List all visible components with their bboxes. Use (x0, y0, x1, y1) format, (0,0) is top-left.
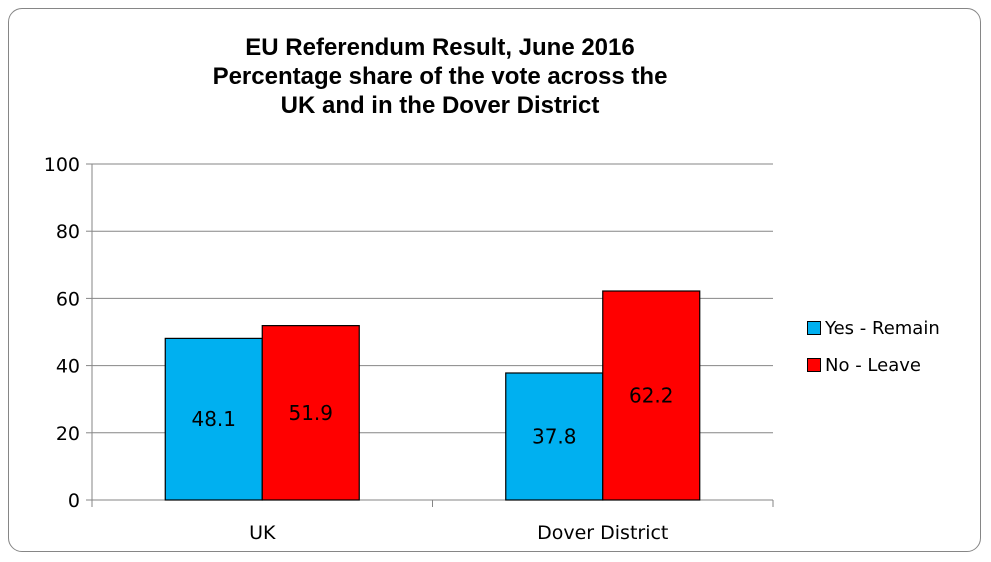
legend-swatch-leave (807, 358, 821, 372)
bar (505, 372, 604, 501)
chart-title-line-2: Percentage share of the vote across the (212, 63, 668, 90)
legend-item-leave: No - Leave (807, 354, 940, 376)
y-tick-label: 60 (56, 288, 80, 310)
x-tick-label: Dover District (537, 522, 668, 544)
legend-item-remain: Yes - Remain (807, 317, 940, 339)
legend-label-leave: No - Leave (825, 354, 921, 376)
y-tick-label: 100 (44, 154, 80, 176)
data-label: 62.2 (629, 384, 674, 408)
bar (261, 325, 360, 501)
data-label: 48.1 (191, 407, 236, 431)
chart-title-line-3: UK and in the Dover District (280, 92, 600, 119)
y-tick-label: 20 (56, 423, 80, 445)
y-tick-label: 80 (56, 221, 80, 243)
legend-swatch-remain (807, 321, 821, 335)
y-tick-label: 0 (68, 490, 80, 512)
y-tick-label: 40 (56, 356, 80, 378)
bar (164, 337, 263, 501)
data-label: 37.8 (532, 424, 577, 448)
chart-title-line-1: EU Referendum Result, June 2016 (245, 34, 635, 61)
data-label: 51.9 (288, 401, 333, 425)
bar (602, 290, 701, 501)
legend-label-remain: Yes - Remain (825, 317, 940, 339)
x-tick-label: UK (249, 522, 276, 544)
chart-title: EU Referendum Result, June 2016 Percenta… (120, 33, 760, 120)
legend: Yes - Remain No - Leave (807, 317, 940, 391)
